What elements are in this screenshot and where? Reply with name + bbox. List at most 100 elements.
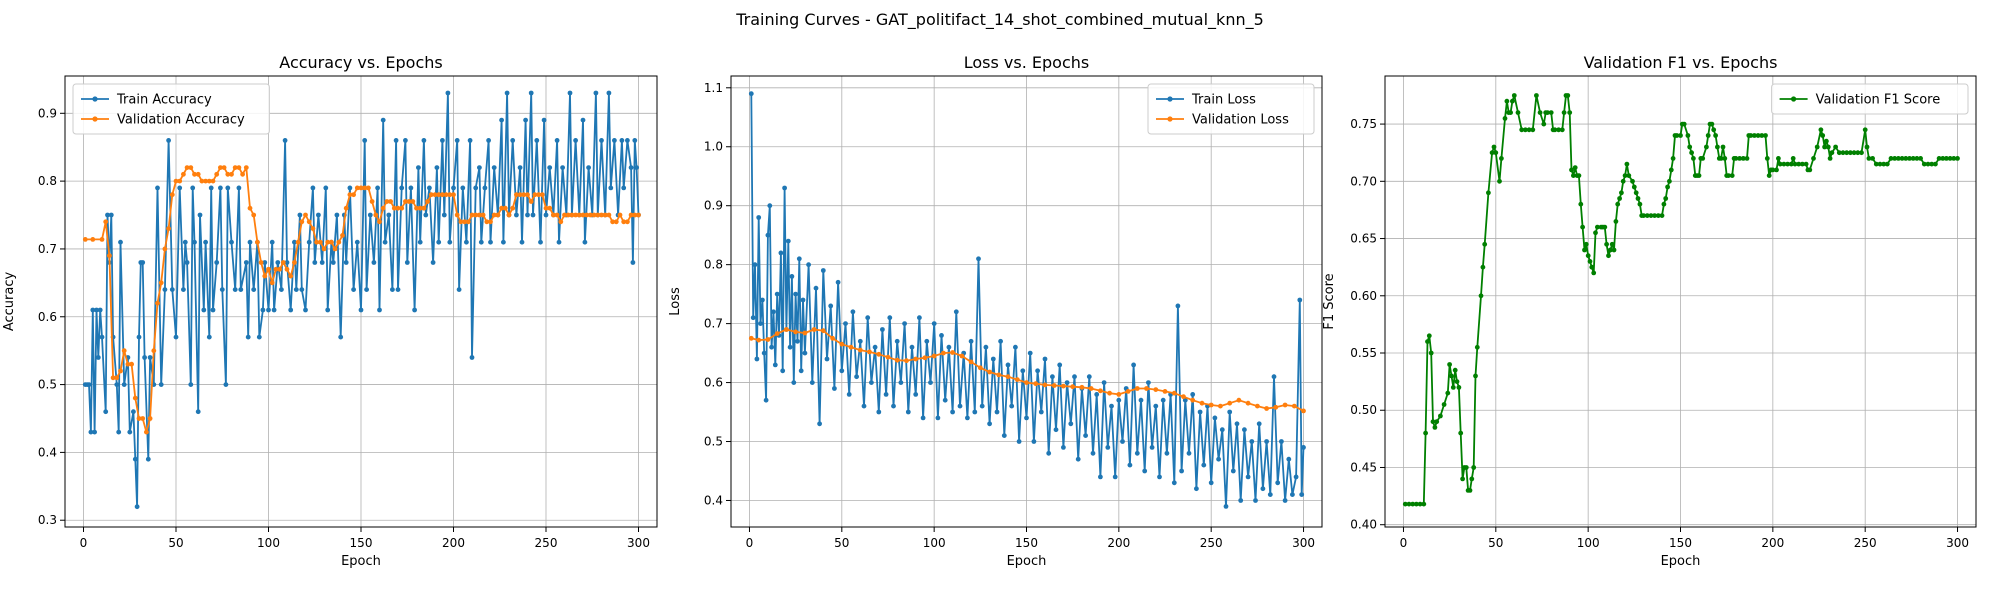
data-point [134, 504, 140, 510]
data-point [506, 212, 512, 218]
x-tick-label: 300 [1292, 536, 1315, 550]
data-point [839, 368, 845, 374]
y-tick-label: 0.5 [704, 435, 723, 449]
data-point [1162, 389, 1168, 394]
data-point [523, 117, 528, 123]
data-point [1083, 433, 1088, 438]
chart-title: Accuracy vs. Epochs [279, 53, 442, 72]
data-point [1576, 173, 1582, 179]
data-point [1493, 150, 1499, 156]
data-point [1689, 150, 1694, 156]
data-point [1458, 430, 1464, 436]
data-point [1009, 403, 1015, 409]
data-point [941, 350, 946, 356]
data-point [811, 327, 817, 332]
y-tick-label: 1.0 [704, 140, 723, 154]
data-point [1194, 486, 1199, 492]
data-point [1064, 380, 1070, 385]
data-point [789, 274, 795, 279]
data-point [310, 226, 316, 232]
figure-title: Training Curves - GAT_politifact_14_shot… [735, 10, 1264, 30]
data-point [1619, 190, 1624, 196]
data-point [939, 333, 944, 338]
data-point [1781, 161, 1787, 167]
data-point [395, 287, 401, 292]
data-point [1620, 178, 1626, 184]
data-point [1275, 480, 1281, 486]
data-point [1776, 156, 1781, 161]
data-point [894, 357, 900, 363]
data-point [610, 219, 615, 225]
data-point [279, 287, 284, 292]
data-point [1606, 253, 1611, 259]
data-point [1827, 156, 1833, 161]
data-point [221, 165, 227, 171]
x-tick-label: 50 [1488, 536, 1503, 550]
data-point [399, 205, 405, 211]
legend-swatch-marker [1167, 116, 1173, 122]
data-point [1469, 476, 1475, 482]
data-point [1068, 421, 1074, 427]
data-point [182, 239, 188, 245]
data-point [162, 246, 168, 252]
data-point [386, 212, 392, 218]
y-tick-label: 0.50 [1350, 403, 1377, 417]
data-point [1641, 213, 1646, 219]
data-point [1715, 144, 1720, 150]
data-point [1940, 156, 1946, 161]
data-point [979, 403, 985, 409]
legend-label: Validation Accuracy [117, 113, 245, 128]
data-point [1602, 224, 1608, 230]
data-point [1208, 480, 1214, 486]
data-point [373, 212, 379, 218]
data-point [399, 185, 405, 191]
data-point [303, 212, 308, 218]
data-point [1884, 161, 1890, 167]
data-point [1293, 474, 1299, 480]
data-point [295, 239, 301, 245]
data-point [1197, 409, 1203, 415]
data-point [532, 192, 538, 198]
data-point [458, 219, 464, 225]
data-point [1256, 421, 1262, 427]
data-point [465, 219, 471, 225]
data-point [1201, 462, 1207, 468]
data-point [184, 260, 190, 265]
data-point [147, 416, 153, 421]
data-point [1138, 397, 1144, 403]
series-line [85, 92, 640, 508]
data-point [1449, 373, 1454, 379]
data-point [314, 239, 319, 245]
data-point [820, 328, 826, 334]
data-point [536, 192, 541, 198]
data-point [1112, 474, 1118, 480]
data-point [1685, 133, 1691, 138]
data-point [767, 203, 773, 209]
data-point [1001, 433, 1007, 438]
data-point [1705, 133, 1711, 138]
y-tick-label: 0.9 [38, 106, 57, 120]
data-point [1264, 439, 1269, 444]
data-point [869, 380, 874, 385]
data-point [1687, 144, 1693, 150]
data-point [839, 341, 845, 347]
data-point [924, 338, 930, 344]
data-point [1870, 156, 1875, 161]
data-point [1428, 350, 1434, 356]
series-train-loss [748, 91, 1306, 509]
data-point [628, 212, 634, 218]
data-point [891, 403, 896, 409]
data-point [1670, 156, 1676, 161]
data-point [169, 287, 175, 292]
data-point [1764, 156, 1770, 161]
data-point [421, 138, 427, 143]
data-point [88, 429, 94, 435]
data-point [1474, 344, 1480, 350]
data-point [1630, 178, 1635, 184]
data-point [769, 344, 774, 350]
data-point [1301, 445, 1306, 450]
data-point [514, 212, 519, 218]
data-point [1445, 390, 1451, 396]
data-point [1766, 173, 1772, 179]
data-point [306, 239, 312, 245]
